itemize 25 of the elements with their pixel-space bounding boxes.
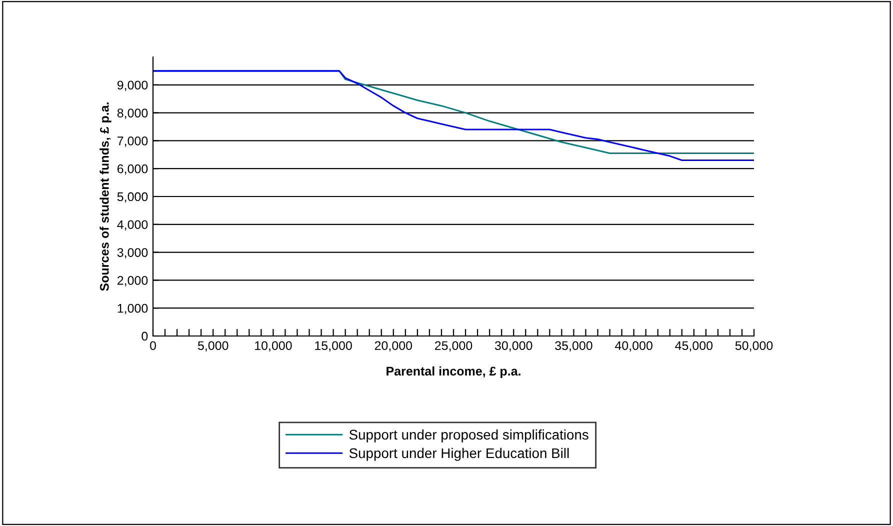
y-tick-label: 3,000 [117,248,148,258]
x-tick-label: 35,000 [555,341,592,352]
x-tick-label: 45,000 [675,341,713,352]
x-tick-label: 20,000 [374,341,412,352]
x-tick-label: 15,000 [315,341,352,352]
y-tick-label: 1,000 [118,304,148,314]
x-tick-label: 5,000 [198,341,228,352]
x-tick-label: 30,000 [494,341,532,352]
legend-label: Support under proposed simplifications [349,429,588,442]
y-axis-title: Sources of student funds, £ p.a. [100,102,112,291]
y-tick-label: 2,000 [117,276,148,286]
x-tick-label: 10,000 [255,341,292,352]
x-tick-label: 0 [150,341,156,350]
y-tick-label: 7,000 [118,136,148,147]
y-tick-label: 4,000 [117,220,148,231]
y-tick-label: 8,000 [117,108,148,119]
x-tick-label: 25,000 [435,341,472,352]
x-tick-label: 40,000 [614,341,652,352]
y-tick-label: 9,000 [117,80,148,92]
y-tick-label: 5,000 [117,192,148,203]
y-tick-label: 6,000 [117,164,148,175]
legend-label: Support under Higher Education Bill [349,448,569,461]
x-tick-label: 50,000 [735,341,773,352]
x-axis-title: Parental income, £ p.a. [386,366,520,378]
y-tick-label: 0 [142,332,148,341]
